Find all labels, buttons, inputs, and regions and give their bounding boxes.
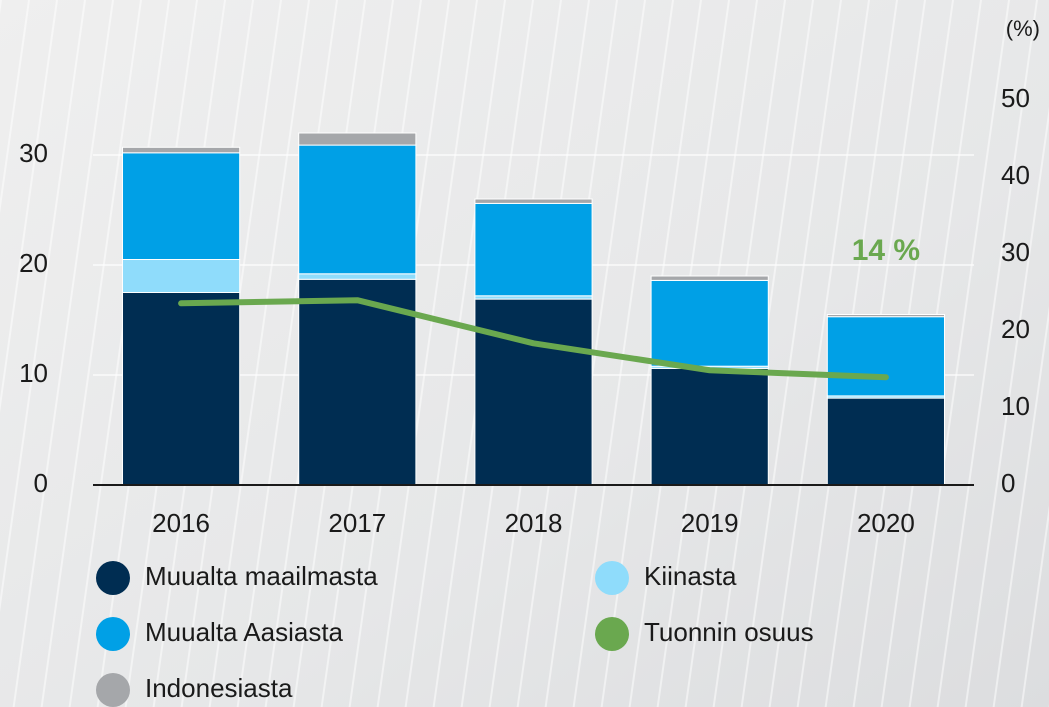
y-tick-label: 30: [19, 138, 48, 168]
legend-swatch: [96, 673, 130, 707]
bar-segment: [298, 273, 417, 280]
bar-segment: [650, 275, 769, 281]
bar-segment: [298, 144, 417, 275]
legend-label: Kiinasta: [644, 561, 737, 591]
bar-segment: [650, 279, 769, 367]
legend-swatch: [595, 617, 629, 651]
bar-segment: [826, 316, 945, 397]
bar-segment: [298, 278, 417, 486]
y2-tick-label: 50: [1001, 83, 1030, 113]
legend-label: Muualta maailmasta: [145, 561, 378, 591]
bar-segment: [474, 202, 593, 297]
bar-segment: [298, 132, 417, 146]
y-tick-label: 10: [19, 358, 48, 388]
bar-segment: [122, 259, 241, 293]
y2-axis-label: (%): [1006, 16, 1040, 41]
bar-segment: [474, 198, 593, 204]
x-tick-label: 2018: [505, 508, 563, 538]
legend-label: Muualta Aasiasta: [145, 617, 344, 647]
y2-tick-label: 0: [1001, 468, 1015, 498]
bar-segment: [826, 397, 945, 486]
y-tick-label: 20: [19, 248, 48, 278]
line-series: [178, 297, 889, 381]
bar-segment: [474, 298, 593, 486]
bar-segment: [122, 152, 241, 260]
bar-segment: [122, 146, 241, 154]
bar-segment: [650, 367, 769, 486]
y2-tick-label: 30: [1001, 237, 1030, 267]
y2-tick-label: 10: [1001, 391, 1030, 421]
x-tick-label: 2020: [857, 508, 915, 538]
legend-swatch: [96, 561, 130, 595]
legend-swatch: [595, 561, 629, 595]
legend-swatch: [96, 617, 130, 651]
bar-segment: [826, 314, 945, 318]
legend-label: Tuonnin osuus: [644, 617, 814, 647]
x-tick-label: 2016: [152, 508, 210, 538]
annotation: 14 %: [852, 234, 920, 267]
y2-tick-label: 40: [1001, 160, 1030, 190]
bar-segment: [122, 292, 241, 486]
legend-label: Indonesiasta: [145, 673, 293, 703]
x-tick-label: 2017: [328, 508, 386, 538]
x-tick-label: 2019: [681, 508, 739, 538]
y-tick-label: 0: [34, 468, 48, 498]
y2-tick-label: 20: [1001, 314, 1030, 344]
